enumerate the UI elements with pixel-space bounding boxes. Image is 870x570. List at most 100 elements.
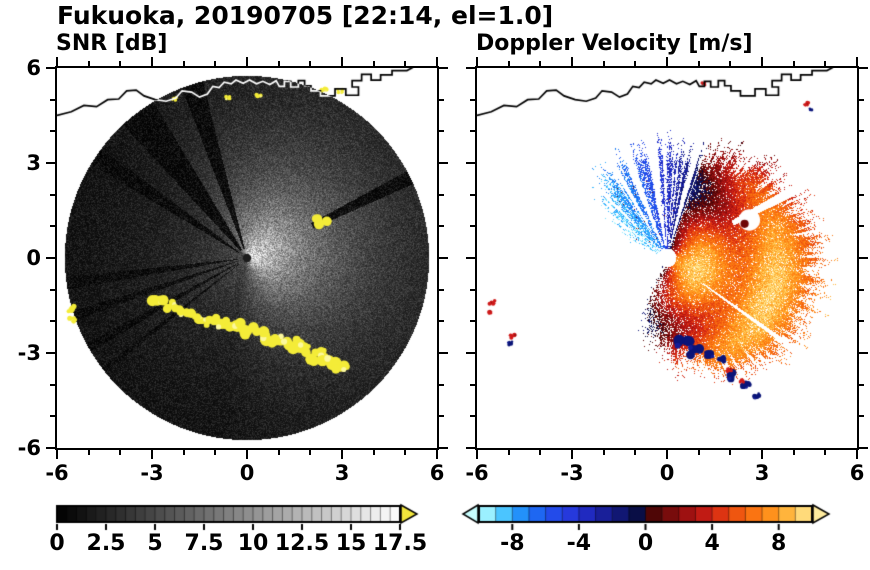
axis-tick [439,383,444,386]
axis-tick [859,225,864,228]
y-tick-label: -6 [17,436,41,460]
axis-tick [729,450,732,455]
snr-colorbar [55,503,425,533]
axis-tick [697,61,700,66]
panel-title-snr: SNR [dB] [56,31,168,56]
axis-tick [634,450,637,455]
x-tick-label: -6 [465,461,489,485]
axis-tick [439,447,448,449]
axis-tick [246,450,248,459]
axis-tick [859,383,864,386]
axis-tick [792,61,795,66]
axis-tick [824,61,827,66]
axis-tick [466,162,475,164]
axis-tick [439,162,448,164]
axis-tick [697,450,700,455]
axis-tick [50,415,55,418]
colorbar-tick-label: 17.5 [372,531,428,556]
axis-tick [87,61,90,66]
axis-tick [476,450,478,459]
axis-tick [50,288,55,291]
y-tick-label: 6 [26,56,41,80]
axis-tick [309,61,312,66]
axis-tick [182,61,185,66]
axis-tick [571,57,573,66]
axis-tick [466,447,475,449]
axis-tick [602,61,605,66]
x-tick-label: 3 [334,461,350,485]
x-tick-label: 3 [754,461,770,485]
axis-tick [214,61,217,66]
axis-tick [470,383,475,386]
figure-title: Fukuoka, 20190705 [22:14, el=1.0] [57,1,554,30]
axis-tick [50,193,55,196]
x-tick-label: -3 [560,461,584,485]
colorbar-tick-label: -8 [500,531,525,556]
axis-tick [470,98,475,101]
axis-tick [151,450,153,459]
axis-tick [571,450,573,459]
axis-tick [372,450,375,455]
axis-tick [439,98,444,101]
colorbar-tick-label: 2.5 [86,531,126,556]
axis-tick [46,257,55,259]
axis-tick [859,130,864,133]
axis-tick [46,67,55,69]
axis-tick [470,320,475,323]
axis-tick [666,57,668,66]
axis-tick [761,57,763,66]
colorbar-tick-label: 5 [147,531,163,556]
axis-tick [439,225,444,228]
axis-tick [859,320,864,323]
axis-tick [856,450,858,459]
axis-tick [539,61,542,66]
axis-tick [666,450,668,459]
axis-tick [439,352,448,354]
axis-tick [50,225,55,228]
axis-tick [439,67,448,69]
colorbar-tick-label: -4 [566,531,592,556]
axis-tick [507,450,510,455]
axis-tick [277,61,280,66]
x-tick-label: 6 [429,461,445,485]
axis-tick [277,450,280,455]
x-tick-label: 6 [849,461,865,485]
axis-tick [824,450,827,455]
x-tick-label: 0 [659,461,675,485]
y-tick-label: 3 [26,151,41,175]
x-tick-label: -6 [45,461,69,485]
colorbar-tick-label: 8 [771,531,787,556]
axis-tick [119,450,122,455]
x-tick-label: 0 [239,461,255,485]
axis-tick [466,257,475,259]
axis-tick [119,61,122,66]
axis-tick [439,320,444,323]
colorbar-tick-label: 0 [637,531,654,556]
axis-tick [602,450,605,455]
axis-tick [792,450,795,455]
axis-tick [859,447,868,449]
axis-tick [859,257,868,259]
axis-tick [50,98,55,101]
colorbar-tick-label: 7.5 [184,531,224,556]
axis-tick [56,57,58,66]
velocity-colorbar [461,503,833,533]
axis-tick [87,450,90,455]
axis-tick [439,193,444,196]
axis-tick [56,450,58,459]
axis-tick [856,57,858,66]
axis-tick [50,130,55,133]
axis-tick [404,450,407,455]
panel-title-velocity: Doppler Velocity [m/s] [476,31,753,56]
axis-tick [214,450,217,455]
axis-tick [50,320,55,323]
axis-tick [46,447,55,449]
y-tick-label: 0 [26,246,41,270]
axis-tick [341,450,343,459]
axis-tick [341,57,343,66]
colorbar-tick-label: 0 [49,531,65,556]
axis-tick [470,193,475,196]
colorbar-tick-label: 12.5 [274,531,330,556]
axis-tick [46,162,55,164]
axis-tick [404,61,407,66]
